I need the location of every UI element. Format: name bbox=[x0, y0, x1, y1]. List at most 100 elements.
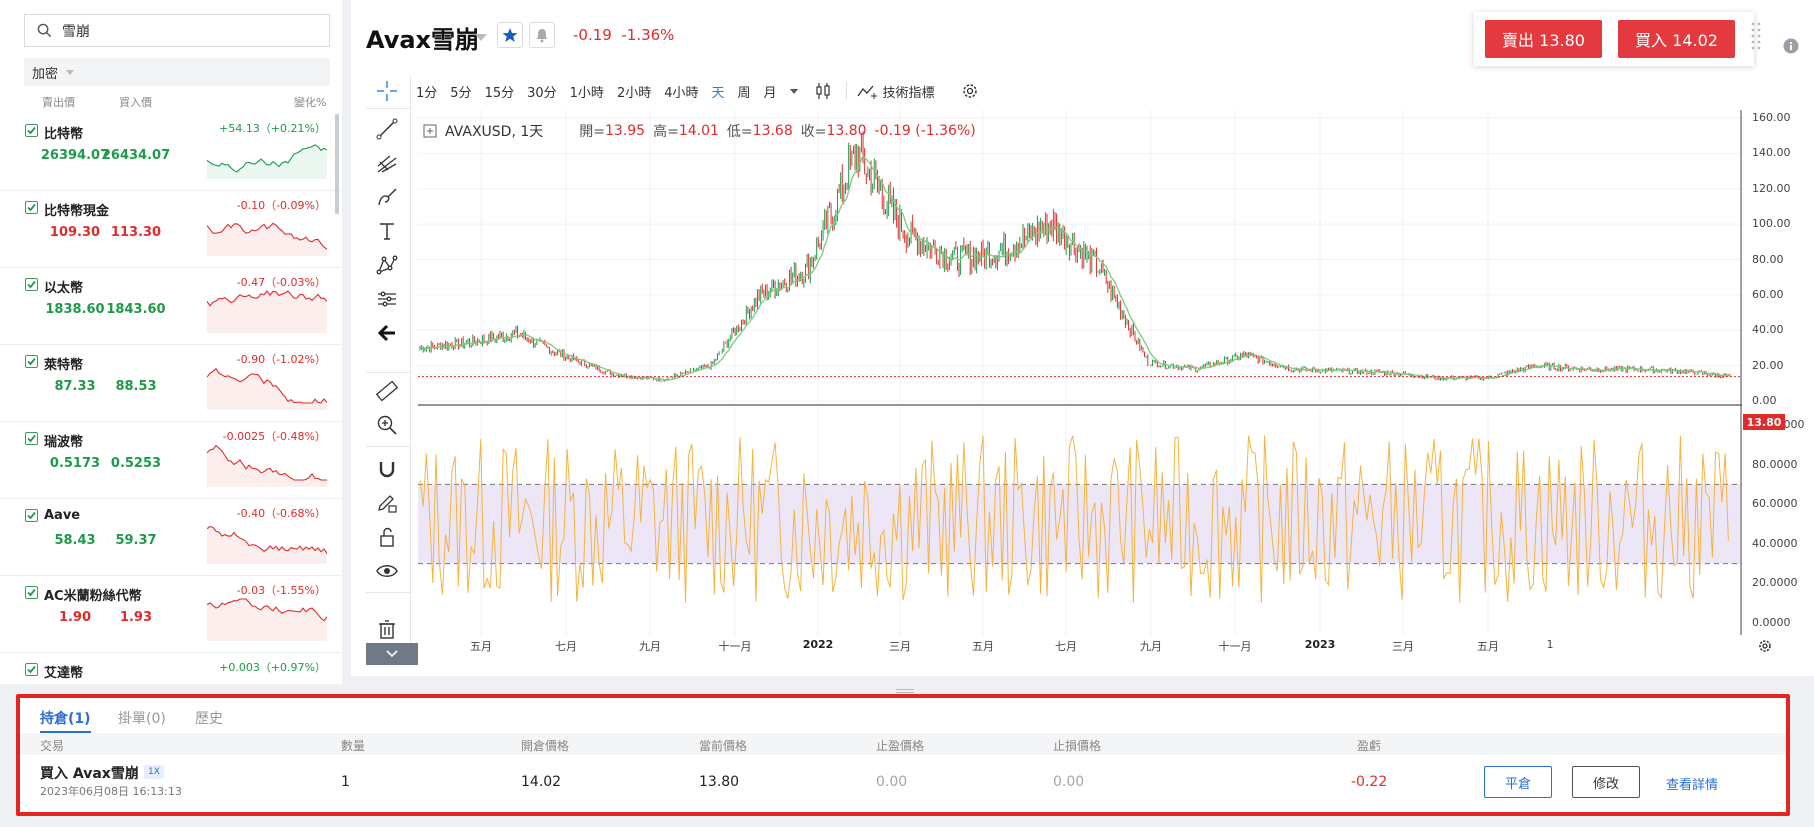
chart-area[interactable] bbox=[418, 110, 1742, 635]
search-input[interactable]: 雪崩 bbox=[24, 14, 330, 47]
watchlist-item[interactable]: 比特幣現金 109.30 113.30 -0.10（-0.09%） bbox=[0, 191, 342, 268]
position-row[interactable]: 買入 Avax雪崩 1X 2023年06月08日 16:13:13 1 14.0… bbox=[20, 755, 1786, 813]
pattern-tool[interactable] bbox=[374, 252, 400, 278]
price-change: -0.10（-0.09%） bbox=[236, 199, 326, 212]
watchlist-item[interactable]: 萊特幣 87.33 88.53 -0.90（-1.02%） bbox=[0, 345, 342, 422]
watchlist-item[interactable]: Aave 58.43 59.37 -0.40（-0.68%） bbox=[0, 499, 342, 576]
watchlist-item[interactable]: 艾達幣 +0.003（+0.97%） bbox=[0, 653, 342, 684]
indicators-button[interactable]: 技術指標 bbox=[882, 85, 935, 101]
sparkline-line bbox=[207, 525, 327, 554]
toolbar-collapse-button[interactable] bbox=[366, 643, 418, 665]
tab-positions[interactable]: 持倉(1) bbox=[40, 708, 91, 733]
category-select[interactable]: 加密 bbox=[24, 58, 330, 86]
settings-icon[interactable] bbox=[1757, 638, 1773, 654]
watchlist-item[interactable]: AC米蘭粉絲代幣 1.90 1.93 -0.03（-1.55%） bbox=[0, 576, 342, 653]
checkbox[interactable] bbox=[25, 663, 38, 676]
checkbox[interactable] bbox=[25, 355, 38, 368]
time-axis[interactable]: 五月 七月 九月 十一月 2022 三月 五月 七月 九月 十一月 2023 三月 五月 1 bbox=[418, 634, 1743, 654]
timeframe-option[interactable]: 天 bbox=[711, 85, 725, 101]
checkbox[interactable] bbox=[25, 509, 38, 522]
sparkline-line bbox=[207, 144, 327, 173]
sparkline bbox=[207, 222, 327, 256]
lock-tool[interactable] bbox=[374, 524, 400, 550]
sparkline bbox=[207, 290, 327, 333]
buy-button[interactable]: 買入 14.02 bbox=[1618, 20, 1735, 58]
price-change: -0.40（-0.68%） bbox=[236, 507, 326, 520]
ruler-tool[interactable] bbox=[374, 378, 400, 404]
modify-position-button[interactable]: 修改 bbox=[1572, 766, 1640, 798]
price-scale[interactable]: 160.00 140.00 120.00 100.00 80.00 60.00 40.00 2… bbox=[1742, 110, 1812, 660]
timeframe-option[interactable]: 1分 bbox=[416, 85, 438, 101]
legend-open-value: 13.95 bbox=[605, 123, 646, 139]
symbol-title[interactable]: Avax雪崩 bbox=[366, 26, 480, 54]
crosshair-tool[interactable] bbox=[374, 78, 400, 104]
indicators-icon[interactable] bbox=[857, 83, 879, 99]
tab-history[interactable]: 歷史 bbox=[195, 711, 223, 727]
timeframe-option[interactable]: 15分 bbox=[484, 85, 515, 101]
back-tool[interactable] bbox=[374, 320, 400, 346]
col-trade: 交易 bbox=[40, 739, 65, 753]
check-icon bbox=[27, 280, 36, 289]
time-tick: 2022 bbox=[802, 638, 834, 651]
brush-tool[interactable] bbox=[374, 184, 400, 210]
zoom-tool[interactable] bbox=[374, 412, 400, 438]
alert-button[interactable] bbox=[529, 22, 555, 48]
info-icon[interactable] bbox=[1783, 38, 1799, 54]
toolbar-divider bbox=[366, 592, 411, 593]
legend-low-label: 低= bbox=[726, 124, 753, 140]
timeframe-option[interactable]: 周 bbox=[737, 85, 751, 101]
time-tick: 三月 bbox=[1392, 640, 1414, 653]
candlestick-type-icon[interactable] bbox=[814, 82, 832, 100]
measure-tool[interactable] bbox=[374, 286, 400, 312]
price-change: -0.90（-1.02%） bbox=[236, 353, 326, 366]
position-stop-loss[interactable]: 0.00 bbox=[1053, 774, 1085, 790]
panel-resize-handle[interactable] bbox=[896, 689, 914, 693]
watchlist-item[interactable]: 以太幣 1838.60 1843.60 -0.47（-0.03%） bbox=[0, 268, 342, 345]
scrollbar[interactable] bbox=[335, 114, 339, 214]
position-take-profit[interactable]: 0.00 bbox=[876, 774, 908, 790]
checkbox[interactable] bbox=[25, 124, 38, 137]
timeframe-option[interactable]: 5分 bbox=[450, 85, 472, 101]
last-price-tag: 13.80 bbox=[1743, 414, 1785, 430]
chevron-down-icon[interactable] bbox=[475, 34, 487, 41]
col-stop-loss: 止損價格 bbox=[1053, 739, 1102, 753]
checkbox[interactable] bbox=[25, 586, 38, 599]
timeframe-option[interactable]: 1小時 bbox=[569, 85, 604, 101]
delete-tool[interactable] bbox=[374, 616, 400, 642]
bid-price: 1.90 bbox=[58, 610, 92, 625]
time-tick: 七月 bbox=[1055, 640, 1077, 653]
sparkline-line bbox=[207, 367, 327, 404]
legend-symbol[interactable]: AVAXUSD, 1天 bbox=[445, 124, 544, 140]
timeframe-option[interactable]: 4小時 bbox=[664, 85, 699, 101]
trend-line-tool[interactable] bbox=[374, 116, 400, 142]
watchlist-item[interactable]: 比特幣 26394.07 26434.07 +54.13（+0.21%） bbox=[0, 114, 342, 191]
gear-icon[interactable] bbox=[961, 82, 979, 100]
watchlist-item[interactable]: 瑞波幣 0.5173 0.5253 -0.0025（-0.48%） bbox=[0, 422, 342, 499]
chevron-down-icon[interactable] bbox=[789, 88, 798, 94]
fib-tool[interactable] bbox=[374, 150, 400, 176]
visibility-tool[interactable] bbox=[374, 558, 400, 584]
timeframe-option[interactable]: 30分 bbox=[527, 85, 557, 101]
lock-drawing-tool[interactable] bbox=[374, 490, 400, 516]
price-tick: 0.00 bbox=[1752, 394, 1777, 407]
checkbox[interactable] bbox=[25, 278, 38, 291]
drag-handle-icon[interactable] bbox=[1750, 20, 1764, 60]
tab-orders[interactable]: 掛單(0) bbox=[118, 711, 166, 727]
text-tool[interactable] bbox=[374, 218, 400, 244]
eye-icon bbox=[376, 565, 398, 577]
sparkline-line bbox=[207, 290, 327, 307]
bid-price: 0.5173 bbox=[49, 456, 101, 471]
sparkline-line bbox=[207, 598, 327, 622]
favorite-button[interactable] bbox=[497, 22, 523, 48]
close-position-button[interactable]: 平倉 bbox=[1484, 766, 1552, 798]
view-details-link[interactable]: 查看詳情 bbox=[1666, 778, 1719, 793]
checkbox[interactable] bbox=[25, 201, 38, 214]
magnet-tool[interactable] bbox=[374, 456, 400, 482]
sell-button[interactable]: 賣出 13.80 bbox=[1485, 20, 1602, 58]
plus-square-icon[interactable] bbox=[423, 124, 437, 138]
timeframe-option[interactable]: 月 bbox=[763, 85, 777, 101]
checkbox[interactable] bbox=[25, 432, 38, 445]
timeframe-option[interactable]: 2小時 bbox=[616, 85, 652, 101]
trade-box: 賣出 13.80 買入 14.02 bbox=[1474, 12, 1754, 66]
